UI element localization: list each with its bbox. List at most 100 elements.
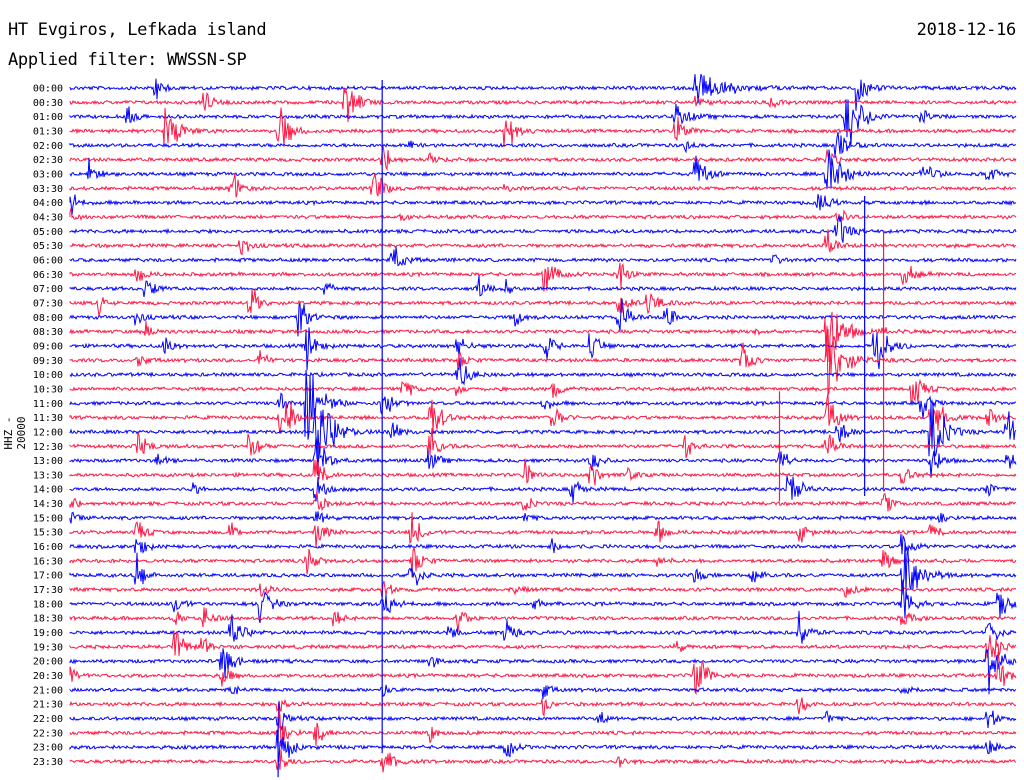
time-tick-label: 13:00 xyxy=(33,456,63,467)
trace-row xyxy=(69,701,1017,731)
trace-row xyxy=(69,99,1017,145)
trace-row xyxy=(69,298,1017,337)
time-tick-label: 09:00 xyxy=(33,341,63,352)
trace-row xyxy=(69,542,1017,595)
time-tick-label: 16:30 xyxy=(33,556,63,567)
time-tick-label: 03:30 xyxy=(33,184,63,195)
time-tick-label: 06:00 xyxy=(33,255,63,266)
time-tick-label: 02:30 xyxy=(33,155,63,166)
trace-row xyxy=(69,579,1017,624)
trace-row xyxy=(69,749,1017,773)
time-tick-label: 08:00 xyxy=(33,313,63,324)
trace-row xyxy=(69,428,1017,459)
trace-row xyxy=(69,262,1017,292)
time-tick-label: 12:00 xyxy=(33,427,63,438)
trace-row xyxy=(69,547,1017,578)
time-tick-label: 18:00 xyxy=(33,599,63,610)
time-tick-label: 03:00 xyxy=(33,169,63,180)
time-tick-label: 00:00 xyxy=(33,84,63,95)
time-tick-label: 13:30 xyxy=(33,470,63,481)
time-tick-label: 17:30 xyxy=(33,585,63,596)
trace-row xyxy=(69,288,1017,316)
trace-row xyxy=(69,491,1016,512)
trace-row xyxy=(69,246,1017,267)
trace-row xyxy=(69,648,1017,695)
trace-row xyxy=(69,173,1017,198)
time-tick-label: 04:30 xyxy=(33,212,63,223)
trace-row xyxy=(69,511,1017,524)
trace-row xyxy=(69,378,1017,403)
time-tick-label: 21:30 xyxy=(33,700,63,711)
time-tick-label: 01:30 xyxy=(33,126,63,137)
time-tick-label: 22:00 xyxy=(33,714,63,725)
filter-label: Applied filter: WWSSN-SP xyxy=(8,50,247,70)
trace-row xyxy=(69,132,1017,158)
trace-row xyxy=(69,149,1017,189)
trace-row xyxy=(69,393,1017,437)
time-tick-label: 20:30 xyxy=(33,671,63,682)
trace-row xyxy=(69,610,1017,644)
time-tick-label: 10:30 xyxy=(33,384,63,395)
time-tick-label: 22:30 xyxy=(33,728,63,739)
trace-row xyxy=(69,229,1017,256)
time-tick-label: 18:30 xyxy=(33,614,63,625)
trace-row xyxy=(69,533,1017,555)
time-tick-label: 02:00 xyxy=(33,141,63,152)
time-tick-label: 04:00 xyxy=(33,198,63,209)
time-tick-label: 08:30 xyxy=(33,327,63,338)
time-tick-label: 05:30 xyxy=(33,241,63,252)
trace-row xyxy=(69,208,1017,222)
trace-row xyxy=(69,107,1017,148)
time-tick-label: 16:00 xyxy=(33,542,63,553)
time-tick-label: 12:30 xyxy=(33,442,63,453)
time-tick-label: 07:30 xyxy=(33,298,63,309)
time-tick-label: 07:00 xyxy=(33,284,63,295)
time-tick-label: 11:00 xyxy=(33,399,63,410)
trace-row xyxy=(69,458,1017,486)
trace-row xyxy=(69,327,1017,371)
trace-row xyxy=(69,144,1017,172)
time-tick-label: 21:00 xyxy=(33,685,63,696)
trace-row xyxy=(69,630,1017,659)
time-tick-label: 20:00 xyxy=(33,657,63,668)
time-tick-label: 05:00 xyxy=(33,227,63,238)
time-tick-label: 14:30 xyxy=(33,499,63,510)
station-title: HT Evgiros, Lefkada island xyxy=(8,20,267,40)
time-tick-label: 15:30 xyxy=(33,528,63,539)
time-tick-label: 19:00 xyxy=(33,628,63,639)
trace-row xyxy=(69,652,1017,696)
trace-row xyxy=(69,369,1017,440)
time-tick-label: 19:30 xyxy=(33,642,63,653)
trace-row xyxy=(69,194,1017,216)
trace-row xyxy=(69,357,1017,386)
trace-row xyxy=(69,275,1017,297)
time-tick-label: 01:00 xyxy=(33,112,63,123)
trace-row xyxy=(69,436,1017,478)
trace-row xyxy=(69,697,1017,717)
trace-row xyxy=(69,607,1017,632)
time-tick-label: 15:00 xyxy=(33,513,63,524)
trace-row xyxy=(69,684,1017,700)
trace-row xyxy=(69,402,1017,460)
trace-row xyxy=(69,730,1017,762)
time-tick-label: 23:00 xyxy=(33,743,63,754)
trace-row xyxy=(69,215,1017,243)
trace-row xyxy=(69,73,1017,111)
trace-row xyxy=(69,87,1017,123)
trace-row xyxy=(69,710,1017,747)
trace-row xyxy=(69,325,1017,396)
trace-row xyxy=(69,580,1017,598)
time-tick-label: 06:30 xyxy=(33,270,63,281)
time-tick-label: 00:30 xyxy=(33,98,63,109)
time-tick-label: 23:30 xyxy=(33,757,63,768)
time-tick-label: 11:30 xyxy=(33,413,63,424)
trace-row xyxy=(69,311,1017,362)
trace-row xyxy=(69,475,1017,504)
time-tick-label: 09:30 xyxy=(33,356,63,367)
trace-row xyxy=(69,512,1017,548)
date-label: 2018-12-16 xyxy=(916,20,1017,40)
time-tick-label: 14:00 xyxy=(33,485,63,496)
time-tick-label: 17:00 xyxy=(33,571,63,582)
time-tick-label: 10:00 xyxy=(33,370,63,381)
